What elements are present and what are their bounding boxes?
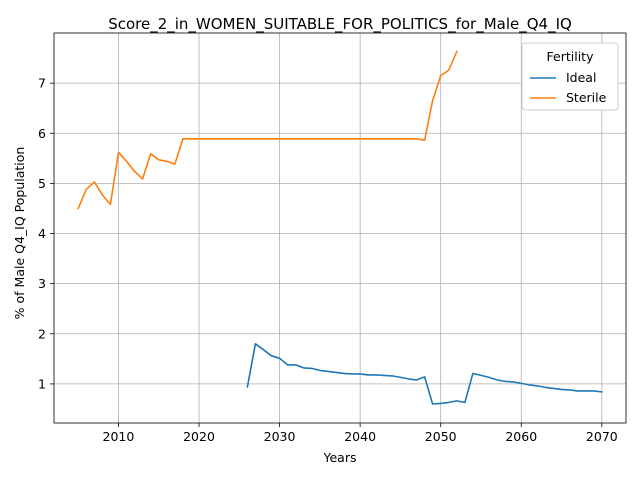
x-tick-label: 2020 — [183, 429, 215, 444]
legend-box — [521, 42, 619, 111]
y-tick-label: 5 — [38, 176, 46, 191]
y-tick-label: 1 — [38, 376, 46, 391]
y-tick-label: 3 — [38, 276, 46, 291]
series-line-sterile — [77, 50, 458, 210]
x-tick-label: 2030 — [264, 429, 296, 444]
y-axis: 1 2 3 4 5 6 7 — [38, 76, 54, 391]
x-tick-label: 2040 — [344, 429, 376, 444]
chart-title: Score_2_in_WOMEN_SUITABLE_FOR_POLITICS_f… — [108, 15, 572, 34]
x-tick-label: 2060 — [505, 429, 537, 444]
x-tick-label: 2010 — [103, 429, 135, 444]
plot-frame — [53, 32, 627, 424]
y-axis-label: % of Male Q4_IQ Population — [12, 147, 27, 320]
x-axis: 2010 2020 2030 2040 2050 2060 2070 — [103, 423, 618, 444]
x-axis-label: Years — [323, 450, 357, 465]
x-tick-label: 2070 — [586, 429, 618, 444]
y-tick-label: 2 — [38, 326, 46, 341]
y-tick-label: 7 — [38, 76, 46, 91]
legend-label-ideal: Ideal — [566, 70, 596, 85]
series-layer — [77, 50, 603, 405]
legend: Fertility Ideal Sterile — [521, 42, 619, 111]
x-tick-label: 2050 — [425, 429, 457, 444]
legend-label-sterile: Sterile — [566, 90, 607, 105]
legend-title: Fertility — [547, 49, 595, 64]
series-line-ideal — [246, 342, 603, 405]
y-tick-label: 4 — [38, 226, 46, 241]
y-tick-label: 6 — [38, 126, 46, 141]
